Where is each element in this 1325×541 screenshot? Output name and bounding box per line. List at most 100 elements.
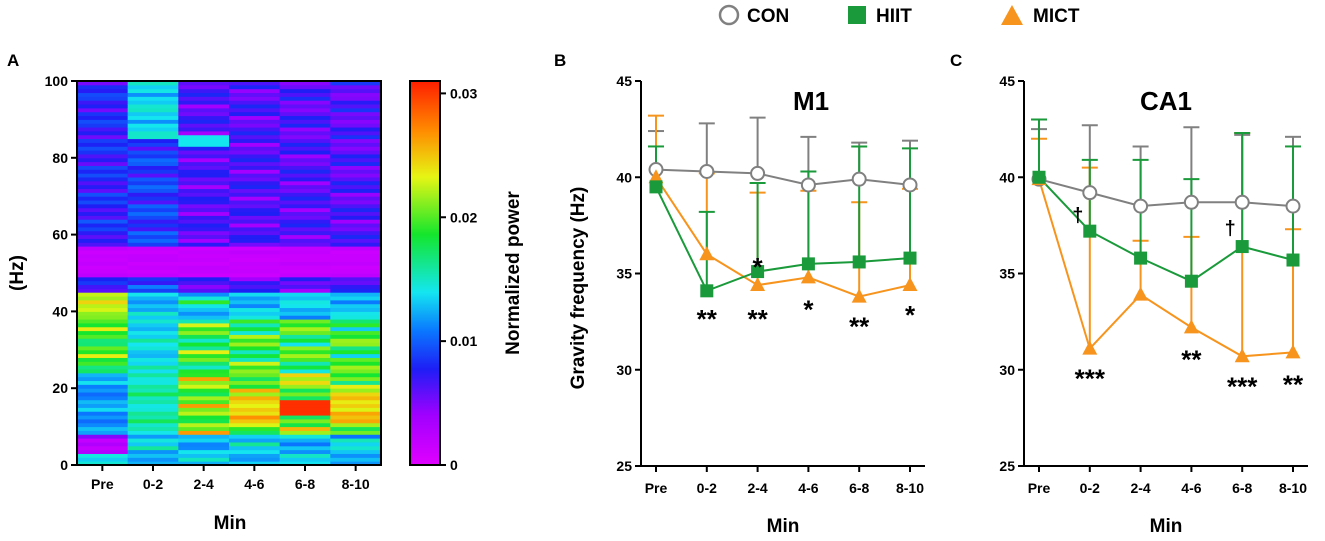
panel-c-y-tick-label: 45 — [999, 73, 1015, 89]
heatmap-cell — [229, 107, 281, 113]
heatmap-cell — [127, 403, 179, 408]
heatmap-cell — [279, 292, 331, 297]
heatmap-cell — [178, 361, 230, 366]
heatmap-cell — [178, 395, 230, 401]
heatmap-cell — [77, 307, 129, 312]
heatmap-cell — [229, 81, 281, 86]
panel-b-con-point — [800, 177, 816, 193]
heatmap-cell — [229, 399, 281, 405]
heatmap-cell — [178, 445, 230, 451]
heatmap-cell — [127, 104, 179, 109]
heatmap-cell — [330, 130, 382, 136]
heatmap-cell — [127, 357, 179, 362]
heatmap-cell — [229, 238, 281, 243]
heatmap-cell — [330, 211, 382, 216]
heatmap-cell — [330, 203, 382, 209]
heatmap-cell — [229, 169, 281, 174]
heatmap-cell — [127, 249, 179, 255]
panel-b-y-tick-label: 30 — [616, 362, 632, 378]
heatmap-cell — [279, 330, 331, 335]
heatmap-cell — [330, 361, 382, 366]
heatmap-cell — [330, 184, 382, 190]
heatmap-cell — [330, 415, 382, 420]
heatmap-cell — [279, 226, 331, 232]
heatmap-cell — [127, 196, 179, 201]
legend-mict-marker-icon — [1001, 5, 1023, 25]
heatmap-cell — [178, 115, 230, 120]
heatmap-cell — [229, 392, 281, 397]
heatmap-cell — [330, 296, 382, 301]
heatmap-cell — [279, 169, 331, 174]
heatmap-cell — [77, 276, 129, 282]
legend-item-con: CON — [718, 4, 789, 27]
heatmap-cell — [330, 219, 382, 224]
panel-b-mict-point — [851, 288, 867, 303]
heatmap-x-tick-label: 6-8 — [295, 476, 315, 492]
heatmap-cell — [330, 107, 382, 113]
heatmap-cell — [229, 326, 281, 332]
colorbar-tick-label: 0 — [450, 457, 458, 473]
heatmap-cell — [178, 207, 230, 213]
heatmap-cell — [127, 100, 179, 105]
heatmap-cell — [330, 165, 382, 170]
heatmap-cell — [127, 303, 179, 309]
heatmap-cell — [178, 388, 230, 393]
heatmap-cell — [330, 357, 382, 362]
panel-c-x-tick-label: 6-8 — [1232, 480, 1252, 496]
heatmap-cell — [178, 161, 230, 166]
heatmap-cell — [127, 200, 179, 205]
heatmap-cell — [178, 219, 230, 224]
heatmap-cell — [229, 100, 281, 105]
panel-b-mict-point — [648, 169, 664, 184]
heatmap-cell — [127, 138, 179, 143]
panel-b-hiit-point — [751, 265, 765, 279]
heatmap-cell — [127, 161, 179, 166]
heatmap-cell — [127, 430, 179, 435]
heatmap-cell — [279, 146, 331, 151]
heatmap-cell — [229, 345, 281, 351]
heatmap-cell — [229, 211, 281, 216]
heatmap-cell — [178, 226, 230, 232]
colorbar-tick-label: 0.02 — [450, 209, 477, 225]
heatmap-cell — [279, 461, 331, 466]
heatmap-cell — [77, 104, 129, 109]
heatmap-cell — [330, 146, 382, 151]
heatmap-cell — [77, 311, 129, 316]
panel-b-y-tick-label: 35 — [616, 266, 632, 282]
heatmap-cell — [279, 238, 331, 243]
heatmap-cell — [178, 257, 230, 262]
heatmap-cell — [279, 342, 331, 347]
heatmap-cell — [330, 100, 382, 105]
heatmap-cell — [127, 180, 179, 186]
heatmap-cell — [279, 422, 331, 428]
heatmap-cell — [279, 161, 331, 166]
heatmap-cell — [330, 253, 382, 259]
heatmap-cell — [77, 418, 129, 424]
heatmap-cell — [279, 157, 331, 163]
heatmap-cell — [127, 365, 179, 370]
heatmap-cell — [330, 445, 382, 451]
heatmap-cell — [330, 169, 382, 174]
heatmap-cell — [178, 157, 230, 163]
heatmap-cell — [77, 253, 129, 259]
heatmap-cell — [178, 138, 230, 143]
heatmap-cell — [77, 299, 129, 305]
heatmap-cell — [127, 169, 179, 174]
heatmap-cell — [178, 81, 230, 86]
heatmap-cell — [229, 246, 281, 251]
heatmap-cell — [229, 353, 281, 358]
heatmap-cell — [77, 115, 129, 120]
heatmap-cell — [229, 380, 281, 385]
heatmap-cell — [178, 230, 230, 236]
heatmap-cell — [229, 215, 281, 220]
heatmap-cell — [330, 441, 382, 447]
heatmap-cell — [77, 165, 129, 170]
heatmap-cell — [127, 276, 179, 282]
heatmap-cell — [178, 399, 230, 405]
panel-b-mict-point — [800, 269, 816, 284]
heatmap-cell — [77, 138, 129, 143]
heatmap-cell — [229, 426, 281, 431]
heatmap-cell — [127, 418, 179, 424]
heatmap-cell — [127, 392, 179, 397]
